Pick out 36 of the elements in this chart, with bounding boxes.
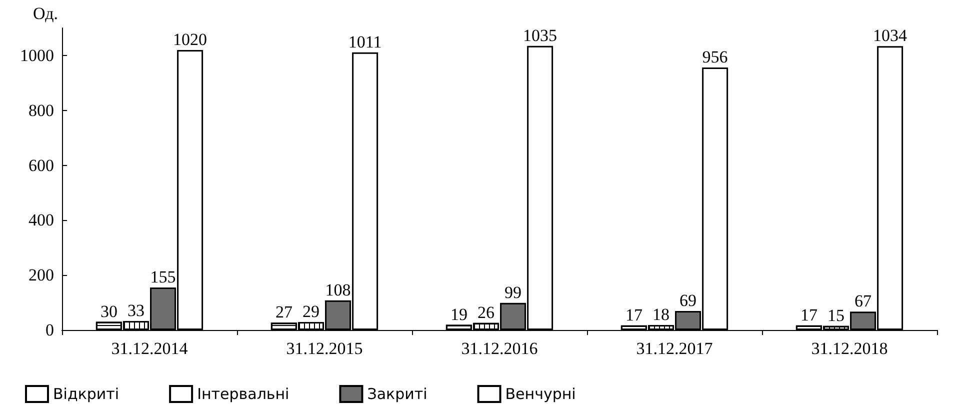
data-label: 99	[504, 282, 522, 302]
x-tick-label: 31.12.2017	[636, 339, 714, 358]
data-label: 15	[827, 306, 844, 325]
y-axis-title: Од.	[33, 4, 58, 23]
data-label: 27	[275, 302, 293, 322]
data-label: 956	[702, 48, 728, 67]
data-label: 155	[150, 267, 176, 286]
data-label: 1035	[523, 26, 558, 45]
legend-label: Відкриті	[53, 385, 120, 403]
data-label: 17	[800, 305, 818, 324]
data-label: 26	[477, 302, 494, 322]
legend-label: Закриті	[367, 385, 428, 403]
y-tick-label: 600	[28, 156, 54, 175]
data-label: 108	[325, 280, 351, 300]
data-label: 18	[652, 305, 670, 324]
x-tick-label: 31.12.2015	[286, 339, 363, 358]
x-tick-label: 31.12.2018	[811, 339, 888, 358]
legend-label: Інтервальні	[197, 385, 290, 403]
data-label: 17	[625, 305, 643, 324]
data-label: 19	[450, 304, 468, 324]
y-tick-label: 400	[28, 210, 54, 230]
data-label: 1011	[348, 32, 382, 52]
y-tick-label: 0	[46, 320, 54, 340]
data-label: 30	[100, 302, 118, 321]
x-tick-label: 31.12.2016	[461, 339, 538, 358]
data-label: 1034	[873, 26, 908, 46]
data-label: 67	[854, 292, 872, 311]
y-tick-label: 800	[28, 100, 54, 120]
data-label: 29	[302, 302, 320, 322]
data-label: 33	[127, 300, 144, 320]
data-label: 69	[680, 291, 697, 310]
y-tick-label: 200	[28, 266, 54, 285]
y-tick-label: 1000	[20, 46, 54, 65]
legend-label: Венчурні	[505, 385, 576, 403]
data-label: 1020	[173, 30, 208, 49]
x-tick-label: 31.12.2014	[111, 339, 188, 358]
